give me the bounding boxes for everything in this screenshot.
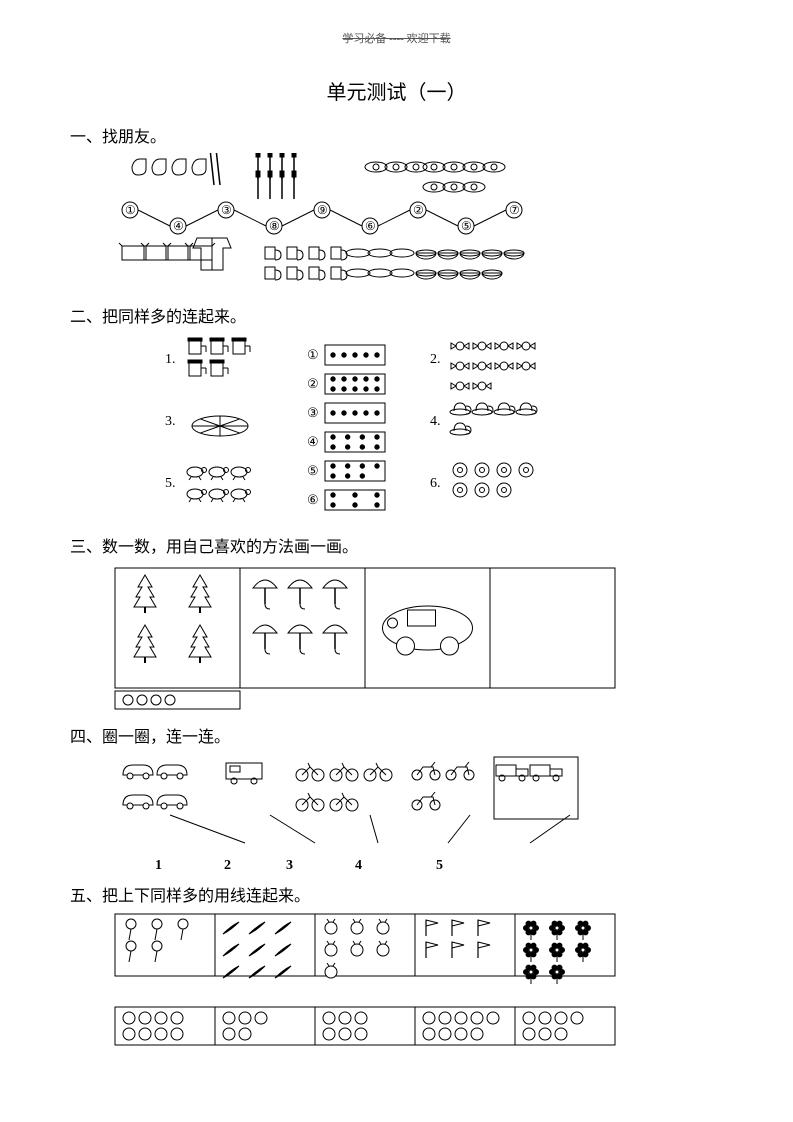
svg-text:3.: 3. xyxy=(165,414,176,429)
section-5-title: 五、把上下同样多的用线连起来。 xyxy=(70,882,723,906)
page-title: 单元测试（一） xyxy=(70,76,723,105)
svg-text:④: ④ xyxy=(307,434,319,449)
q5-figure xyxy=(110,912,723,1052)
q4-number: 4 xyxy=(355,858,362,874)
q4-number-row: 1 2 3 4 5 xyxy=(110,858,723,874)
section-4-title: 四、圈一圈，连一连。 xyxy=(70,723,723,747)
svg-text:5.: 5. xyxy=(165,476,176,491)
q4-number: 1 xyxy=(155,858,162,874)
q2-figure: 1. 3. 5. ① ② ③ ④ ⑤ ⑥ 2. 4. 6. xyxy=(110,333,723,523)
section-1-title: 一、找朋友。 xyxy=(70,123,723,147)
section-3-title: 三、数一数，用自己喜欢的方法画一画。 xyxy=(70,533,723,557)
svg-text:①: ① xyxy=(307,347,319,362)
svg-text:⑨: ⑨ xyxy=(317,203,328,217)
section-2-title: 二、把同样多的连起来。 xyxy=(70,303,723,327)
q4-number: 5 xyxy=(436,858,443,874)
svg-text:⑤: ⑤ xyxy=(461,219,472,233)
header-note: 学习必备 ---- 欢迎下载 xyxy=(70,30,723,46)
svg-text:⑤: ⑤ xyxy=(307,463,319,478)
svg-text:2.: 2. xyxy=(430,352,441,367)
svg-text:⑥: ⑥ xyxy=(365,219,376,233)
svg-text:1.: 1. xyxy=(165,352,176,367)
svg-text:⑧: ⑧ xyxy=(269,219,280,233)
svg-text:②: ② xyxy=(307,376,319,391)
svg-text:③: ③ xyxy=(221,203,232,217)
q4-number: 2 xyxy=(224,858,231,874)
svg-text:①: ① xyxy=(125,203,136,217)
svg-text:4.: 4. xyxy=(430,414,441,429)
svg-text:⑦: ⑦ xyxy=(509,203,520,217)
q3-figure xyxy=(110,563,723,713)
svg-text:⑥: ⑥ xyxy=(307,492,319,507)
q4-figure xyxy=(110,753,723,848)
svg-text:③: ③ xyxy=(307,405,319,420)
svg-text:6.: 6. xyxy=(430,476,441,491)
q4-number: 3 xyxy=(286,858,293,874)
q1-figure: ① ④ ③ ⑧ ⑨ ⑥ ② ⑤ ⑦ xyxy=(110,153,723,293)
svg-text:④: ④ xyxy=(173,219,184,233)
svg-text:②: ② xyxy=(413,203,424,217)
